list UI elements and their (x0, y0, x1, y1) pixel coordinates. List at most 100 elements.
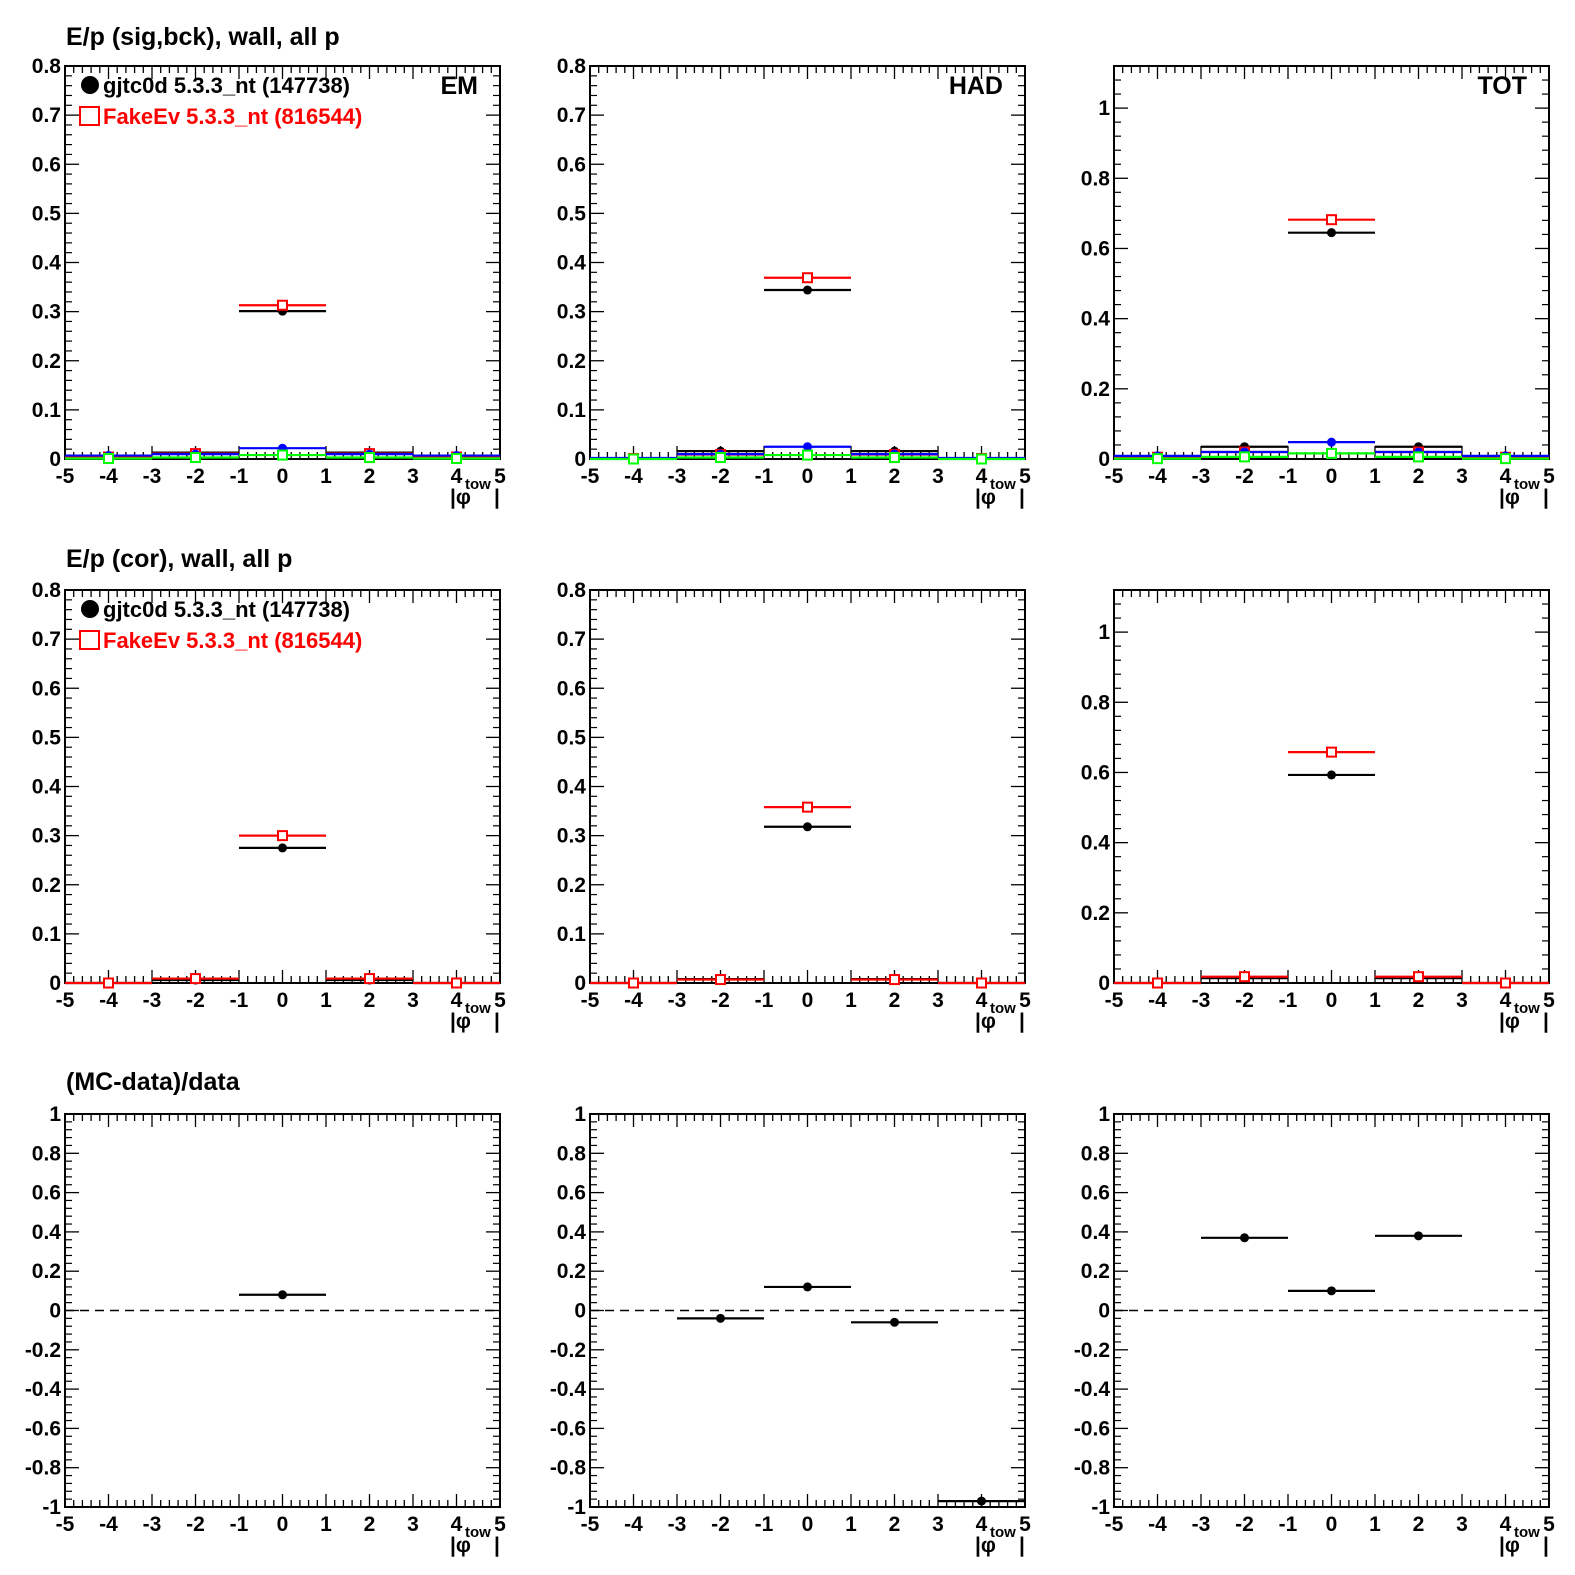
x-tick-label: -4 (1148, 989, 1167, 1012)
x-axis-label-close: | (1019, 1534, 1025, 1557)
x-tick-label: -5 (1105, 989, 1124, 1012)
y-tick-label: -0.8 (550, 1457, 587, 1480)
x-axis-label-subscript: tow (465, 476, 491, 493)
x-tick-label: 5 (494, 989, 506, 1012)
x-tick-label: 1 (845, 989, 857, 1012)
x-tick-label: -3 (1192, 989, 1211, 1012)
data-point (451, 977, 462, 989)
x-tick-label: 3 (1456, 989, 1468, 1012)
y-tick-label: 0.6 (32, 677, 61, 700)
x-tick-label: -1 (230, 1513, 249, 1536)
y-tick-label: -0.8 (25, 1457, 62, 1480)
y-tick-label: 1 (574, 1103, 586, 1126)
x-tick-label: 2 (364, 1513, 376, 1536)
x-axis-label-close: | (1543, 1534, 1549, 1557)
y-tick-label: 0.8 (32, 55, 62, 78)
data-point (803, 1282, 812, 1292)
x-axis-label-subscript: tow (1514, 1000, 1540, 1017)
data-point (277, 449, 288, 461)
x-tick-label: -2 (1235, 1513, 1254, 1536)
data-point (976, 977, 987, 989)
data-point (103, 977, 114, 989)
row-title-ratio: (MC-data)/data (66, 1068, 241, 1096)
y-tick-label: 0.8 (557, 1142, 587, 1165)
x-tick-label: -3 (143, 1513, 162, 1536)
y-tick-label: 0.1 (557, 399, 587, 422)
x-tick-label: 2 (1413, 1513, 1425, 1536)
y-tick-label: 0.7 (557, 628, 586, 651)
y-tick-label: 0.4 (557, 776, 587, 799)
data-point (277, 299, 288, 311)
x-tick-label: 3 (932, 465, 944, 488)
x-tick-label: 0 (277, 465, 289, 488)
y-tick-label: 0.4 (557, 252, 587, 275)
x-axis-label: |φ (450, 486, 471, 509)
x-axis-label-subscript: tow (465, 1000, 491, 1017)
x-tick-label: -5 (581, 465, 600, 488)
x-tick-label: -2 (711, 1513, 730, 1536)
legend: gjtc0d 5.3.3_nt (147738) FakeEv 5.3.3_nt … (79, 73, 362, 129)
panel-sigbck-had: -5 -4 -3 -2 -1 0 1 2 3 4 5 0 0.1 0.2 0.3 0.4 0.5 0.6 0.7 0.… (557, 55, 1031, 509)
y-tick-label: 0.2 (557, 350, 586, 373)
y-tick-label: 0.6 (32, 1182, 61, 1205)
x-tick-label: 4 (451, 1513, 463, 1536)
x-tick-label: 4 (451, 465, 463, 488)
y-tick-label: -0.2 (550, 1339, 586, 1362)
data-point (889, 974, 900, 986)
x-tick-label: 0 (277, 1513, 289, 1536)
y-tick-label: 0 (1098, 972, 1110, 995)
y-tick-label: 0.2 (1081, 902, 1110, 925)
x-tick-label: 4 (1500, 1513, 1512, 1536)
legend-marker (81, 600, 99, 618)
x-tick-label: 1 (845, 1513, 857, 1536)
x-tick-label: -3 (1192, 465, 1211, 488)
data-point (1327, 1286, 1336, 1296)
y-tick-label: 0.6 (557, 677, 586, 700)
y-tick-label: 0.8 (557, 55, 587, 78)
y-tick-label: 0.5 (557, 726, 587, 749)
x-tick-label: 1 (845, 465, 857, 488)
x-tick-label: -1 (1279, 989, 1298, 1012)
y-tick-label: 0.1 (32, 399, 62, 422)
x-tick-label: -4 (624, 465, 643, 488)
y-tick-label: -0.2 (1074, 1339, 1110, 1362)
data-point (1500, 977, 1511, 989)
y-tick-label: 1 (1098, 97, 1110, 120)
x-tick-label: 1 (1369, 465, 1381, 488)
x-tick-label: -2 (711, 465, 730, 488)
series-named (1114, 746, 1549, 989)
x-tick-label: -2 (1235, 989, 1254, 1012)
series-c000000 (1201, 1231, 1462, 1296)
data-point (1326, 746, 1337, 758)
data-point (628, 977, 639, 989)
x-tick-label: 3 (932, 989, 944, 1012)
x-axis-label: |φ (1499, 486, 1520, 509)
series-c00ff00 (590, 449, 1025, 465)
data-point (451, 453, 462, 465)
x-axis-label-close: | (494, 1534, 500, 1557)
y-tick-label: 0.7 (32, 104, 61, 127)
x-tick-label: -3 (143, 989, 162, 1012)
y-tick-label: 0.4 (32, 252, 62, 275)
x-tick-label: -1 (230, 465, 249, 488)
data-point (1239, 971, 1250, 983)
y-tick-label: -1 (42, 1496, 61, 1519)
data-point (976, 453, 987, 465)
y-tick-label: 0 (574, 1300, 586, 1323)
data-point (803, 285, 812, 295)
panel-ratio-had: -5 -4 -3 -2 -1 0 1 2 3 4 5 -1 -0.8 -0.6 -0.4 -0.2 0 0.2 0.… (550, 1103, 1031, 1557)
x-tick-label: 2 (889, 465, 901, 488)
data-point (715, 974, 726, 986)
y-tick-label: 0.6 (1081, 237, 1110, 260)
data-point (716, 1313, 725, 1323)
x-tick-label: -3 (668, 1513, 687, 1536)
y-tick-label: -0.6 (550, 1417, 586, 1440)
y-tick-label: 0.2 (557, 874, 586, 897)
data-point (1327, 770, 1336, 780)
x-axis-label: |φ (975, 486, 996, 509)
series-c000000 (239, 1290, 326, 1300)
x-tick-label: 0 (1326, 989, 1338, 1012)
